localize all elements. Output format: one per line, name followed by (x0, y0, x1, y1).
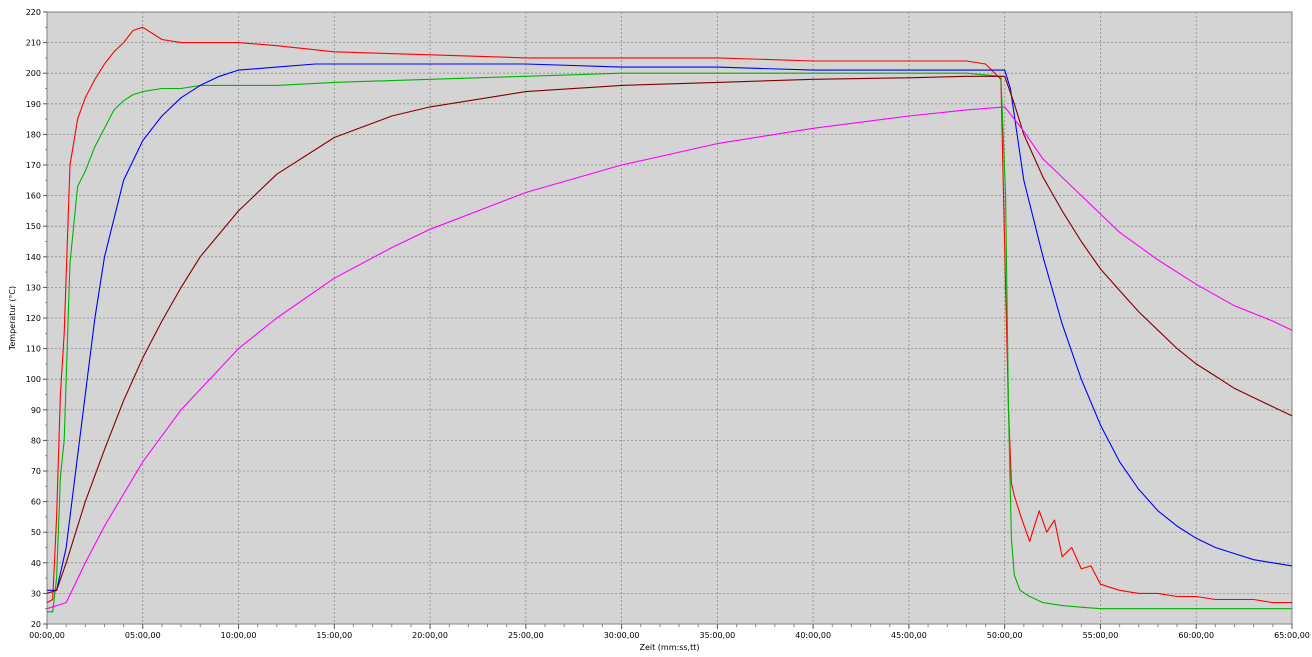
y-tick-label: 100 (26, 375, 41, 384)
y-tick-label: 220 (26, 8, 41, 17)
y-tick-label: 20 (31, 620, 41, 629)
y-tick-label: 190 (26, 100, 41, 109)
x-tick-label: 50:00,00 (987, 631, 1023, 640)
x-tick-label: 65:00,00 (1274, 631, 1310, 640)
x-axis-label: Zeit (mm:ss,tt) (640, 643, 700, 652)
series-line-5 (46, 106, 1293, 610)
x-tick-label: 45:00,00 (891, 631, 927, 640)
y-tick-label: 140 (26, 253, 41, 262)
y-tick-label: 210 (26, 39, 41, 48)
x-tick-label: 60:00,00 (1178, 631, 1214, 640)
y-tick-label: 160 (26, 192, 41, 201)
x-tick-label: 10:00,00 (221, 631, 257, 640)
series-lines (46, 26, 1293, 613)
x-tick-label: 35:00,00 (699, 631, 735, 640)
y-tick-label: 120 (26, 314, 41, 323)
y-tick-label: 50 (31, 528, 41, 537)
x-tick-label: 00:00,00 (29, 631, 65, 640)
plot-background (46, 11, 1293, 625)
series-line-2 (47, 72, 1292, 613)
y-tick-label: 90 (31, 406, 41, 415)
y-tick-label: 150 (26, 222, 41, 231)
series-line-4 (46, 75, 1293, 594)
x-tick-label: 05:00,00 (125, 631, 161, 640)
y-tick-label: 130 (26, 283, 41, 292)
series-line-1 (46, 26, 1292, 604)
x-tick-label: 20:00,00 (412, 631, 448, 640)
y-tick-label: 70 (31, 467, 41, 476)
x-tick-label: 40:00,00 (795, 631, 831, 640)
x-tick-label: 15:00,00 (316, 631, 352, 640)
y-tick-label: 60 (31, 498, 41, 507)
y-tick-label: 40 (31, 559, 41, 568)
y-tick-label: 200 (26, 69, 41, 78)
x-axis-ticks: 00:00,00 05:00,00 10:00,00 15:00,00 20:00,00… (29, 624, 1310, 640)
y-tick-label: 170 (26, 161, 41, 170)
x-tick-label: 30:00,00 (604, 631, 640, 640)
x-tick-label: 55:00,00 (1083, 631, 1119, 640)
y-tick-label: 30 (31, 589, 41, 598)
y-axis-label: Temperatur (°C) (8, 286, 17, 351)
y-tick-label: 180 (26, 130, 41, 139)
y-axis-ticks: 20 30 40 50 60 70 80 90 100 110 120 130 140 150 160 170… (26, 8, 47, 629)
y-tick-label: 110 (26, 345, 41, 354)
y-tick-label: 80 (31, 436, 41, 445)
series-line-3 (47, 63, 1293, 591)
grid-lines (47, 12, 1292, 624)
x-tick-label: 25:00,00 (508, 631, 544, 640)
